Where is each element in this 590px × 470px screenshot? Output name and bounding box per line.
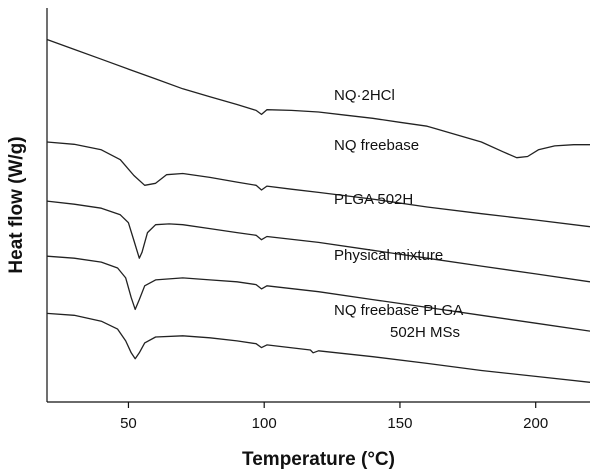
- series-label-2: NQ freebase: [334, 137, 419, 154]
- series-line-1: [46, 38, 590, 159]
- series-line-4: [46, 255, 590, 332]
- x-tick-label-100: 100: [252, 415, 277, 432]
- series-line-5: [46, 312, 590, 383]
- series-labels: NQ·2HCl NQ freebase PLGA 502H Physical mixt…: [334, 87, 463, 341]
- x-tick-label-150: 150: [387, 415, 412, 432]
- y-axis-title: Heat flow (W/g): [6, 136, 27, 273]
- series-lines: [46, 38, 590, 383]
- series-label-3: PLGA 502H: [334, 191, 413, 208]
- series-line-2: [46, 141, 590, 228]
- series-label-4: Physical mixture: [334, 247, 443, 264]
- x-axis-ticks: 50 100 150 200: [120, 402, 548, 432]
- x-tick-label-50: 50: [120, 415, 137, 432]
- x-axis-title: Temperature (°C): [242, 449, 395, 470]
- series-label-5: NQ freebase PLGA 502H MSs: [334, 302, 463, 341]
- series-line-3: [46, 200, 590, 283]
- x-tick-label-200: 200: [523, 415, 548, 432]
- series-label-1: NQ·2HCl: [334, 87, 395, 104]
